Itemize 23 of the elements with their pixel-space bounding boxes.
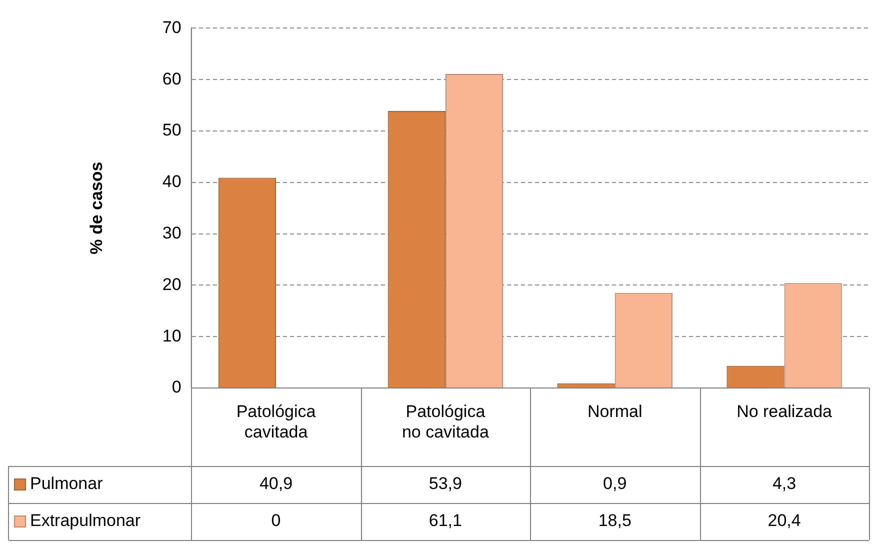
y-tick-label: 50 xyxy=(162,120,182,140)
y-tick-label: 0 xyxy=(172,378,182,397)
data-label: 61,1 xyxy=(428,511,462,530)
y-tick-label: 60 xyxy=(162,69,182,88)
data-label: 0 xyxy=(271,511,281,530)
x-tick-label: Patológica cavitada xyxy=(236,402,316,442)
data-label: 20,4 xyxy=(768,511,801,530)
y-tick-label: 10 xyxy=(162,326,182,346)
legend-label: Pulmonar xyxy=(30,474,104,494)
y-tick-label: 20 xyxy=(162,274,182,294)
data-label: 18,5 xyxy=(598,511,632,530)
y-tick-label: 70 xyxy=(162,18,182,37)
y-tick-label: 40 xyxy=(162,172,182,192)
data-label: 0,9 xyxy=(603,474,627,494)
data-label: 4,3 xyxy=(772,474,796,494)
data-label: 40,9 xyxy=(259,474,293,494)
data-label: 53,9 xyxy=(428,474,462,494)
x-tick-label: Normal xyxy=(587,402,642,421)
y-tick-label: 30 xyxy=(162,223,182,242)
x-tick-label: No realizada xyxy=(736,402,833,421)
x-tick-label: Patológica no cavitada xyxy=(402,402,490,442)
legend-label: Extrapulmonar xyxy=(30,511,141,530)
y-axis-title: % de casos xyxy=(86,162,106,254)
